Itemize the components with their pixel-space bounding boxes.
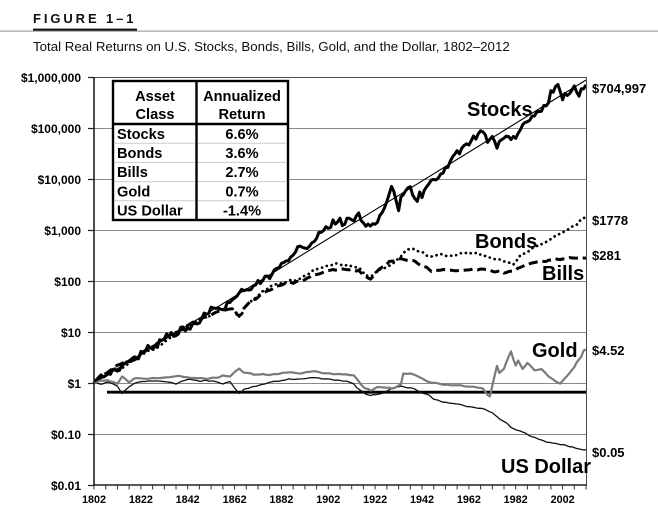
svg-text:$0.10: $0.10 [51,428,81,442]
svg-text:1802: 1802 [82,494,106,506]
svg-text:Bonds: Bonds [475,231,537,253]
svg-text:$4.52: $4.52 [592,343,625,358]
svg-text:$281: $281 [592,248,621,263]
svg-text:$1,000: $1,000 [44,224,81,238]
svg-text:US Dollar: US Dollar [117,204,183,220]
svg-text:2002: 2002 [551,494,575,506]
svg-text:$10,000: $10,000 [38,173,82,187]
svg-text:Total Real Returns on U.S. Sto: Total Real Returns on U.S. Stocks, Bonds… [33,39,510,54]
svg-text:Asset: Asset [135,89,175,105]
svg-text:$0.01: $0.01 [51,479,81,493]
svg-text:1922: 1922 [363,494,387,506]
svg-text:Bills: Bills [542,263,584,285]
svg-text:$100: $100 [54,275,81,289]
svg-text:1822: 1822 [129,494,153,506]
svg-text:1942: 1942 [410,494,434,506]
svg-text:Annualized: Annualized [203,89,281,105]
svg-text:0.7%: 0.7% [225,184,258,200]
svg-text:$100,000: $100,000 [31,122,81,136]
svg-text:Stocks: Stocks [117,127,165,143]
svg-text:1902: 1902 [316,494,340,506]
svg-text:1842: 1842 [176,494,200,506]
svg-text:Bonds: Bonds [117,146,162,162]
svg-text:$704,997: $704,997 [592,81,646,96]
svg-text:$1778: $1778 [592,213,628,228]
svg-text:1882: 1882 [269,494,293,506]
svg-text:$0.05: $0.05 [592,445,625,460]
svg-text:$1: $1 [68,377,82,391]
svg-text:Class: Class [136,107,175,123]
svg-text:$1,000,000: $1,000,000 [21,71,81,85]
svg-text:1962: 1962 [457,494,481,506]
svg-text:-1.4%: -1.4% [223,204,261,220]
svg-text:1982: 1982 [504,494,528,506]
svg-text:Stocks: Stocks [467,99,533,121]
svg-text:1862: 1862 [223,494,247,506]
svg-text:FIGURE 1–1: FIGURE 1–1 [33,11,136,26]
svg-text:2.7%: 2.7% [225,165,258,181]
svg-text:6.6%: 6.6% [225,127,258,143]
svg-text:Bills: Bills [117,165,148,181]
svg-text:Gold: Gold [532,340,578,362]
svg-text:$10: $10 [61,326,81,340]
svg-text:Gold: Gold [117,184,150,200]
svg-text:3.6%: 3.6% [225,146,258,162]
svg-text:Return: Return [218,107,265,123]
svg-text:US Dollar: US Dollar [501,456,591,478]
